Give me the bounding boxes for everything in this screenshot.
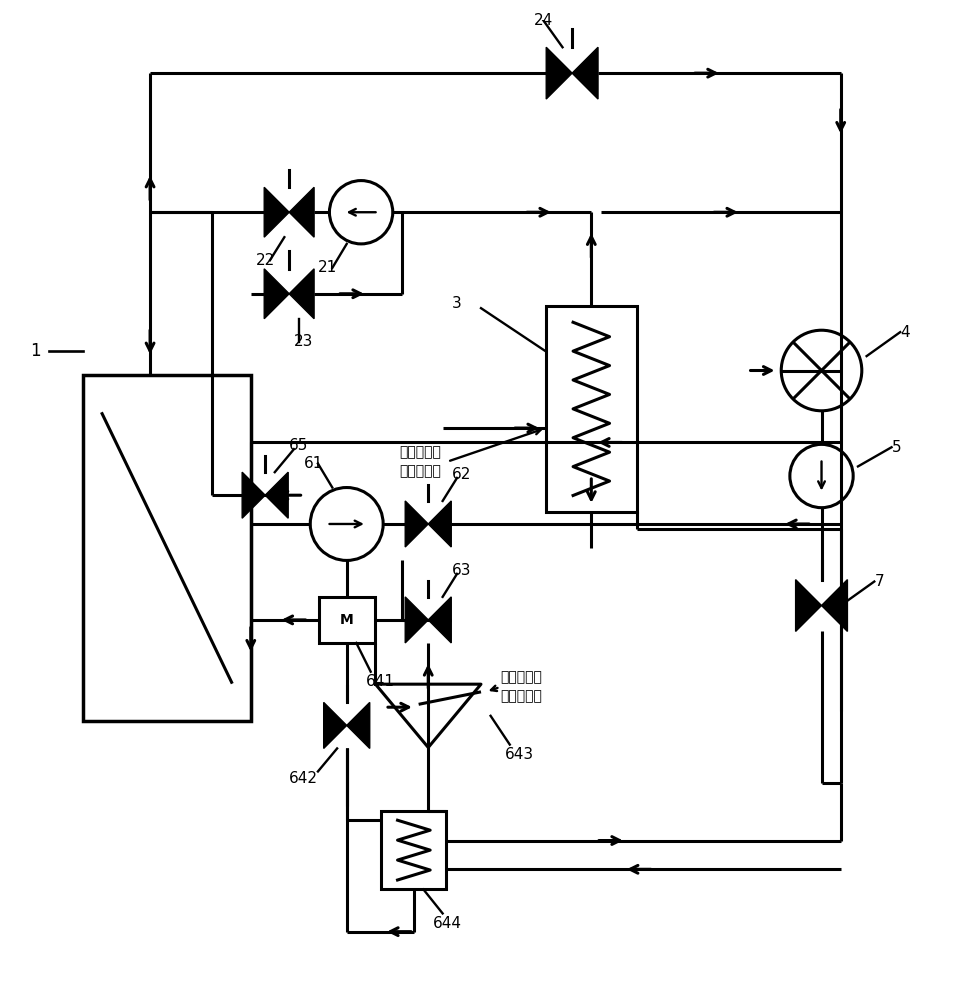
Polygon shape (428, 597, 451, 643)
Text: 642: 642 (289, 771, 318, 786)
Bar (545, 306, 636, 512)
Text: 1: 1 (30, 342, 40, 360)
Text: 23: 23 (294, 334, 313, 349)
Polygon shape (264, 187, 289, 237)
Bar (381, 811, 446, 889)
Text: 62: 62 (452, 467, 471, 482)
Polygon shape (405, 597, 428, 643)
Polygon shape (323, 702, 346, 748)
Polygon shape (242, 472, 265, 518)
Text: 3: 3 (452, 296, 461, 311)
Text: 61: 61 (304, 456, 323, 471)
Text: 63: 63 (452, 563, 471, 578)
Polygon shape (289, 187, 314, 237)
Polygon shape (264, 269, 289, 319)
Text: 的供热蒸汽: 的供热蒸汽 (399, 464, 441, 478)
Text: 来自汽轮机: 来自汽轮机 (399, 445, 441, 459)
Text: 4: 4 (899, 325, 909, 340)
Text: 65: 65 (289, 438, 308, 453)
Text: 644: 644 (432, 916, 461, 931)
Bar (318, 597, 374, 643)
Bar (83, 375, 251, 721)
Polygon shape (405, 501, 428, 547)
Polygon shape (572, 47, 598, 99)
Text: 21: 21 (317, 260, 337, 275)
Polygon shape (289, 269, 314, 319)
Polygon shape (346, 702, 369, 748)
Text: 22: 22 (256, 253, 275, 268)
Text: M: M (339, 613, 354, 627)
Polygon shape (428, 501, 451, 547)
Polygon shape (821, 580, 847, 631)
Text: 641: 641 (365, 674, 394, 689)
Text: 7: 7 (874, 574, 883, 589)
Text: 5: 5 (891, 440, 900, 455)
Text: 643: 643 (505, 747, 533, 762)
Polygon shape (265, 472, 288, 518)
Polygon shape (795, 580, 821, 631)
Polygon shape (546, 47, 572, 99)
Text: 用电直接来: 用电直接来 (500, 670, 541, 684)
Text: 24: 24 (533, 13, 553, 28)
Text: 自机组发电: 自机组发电 (500, 690, 541, 704)
